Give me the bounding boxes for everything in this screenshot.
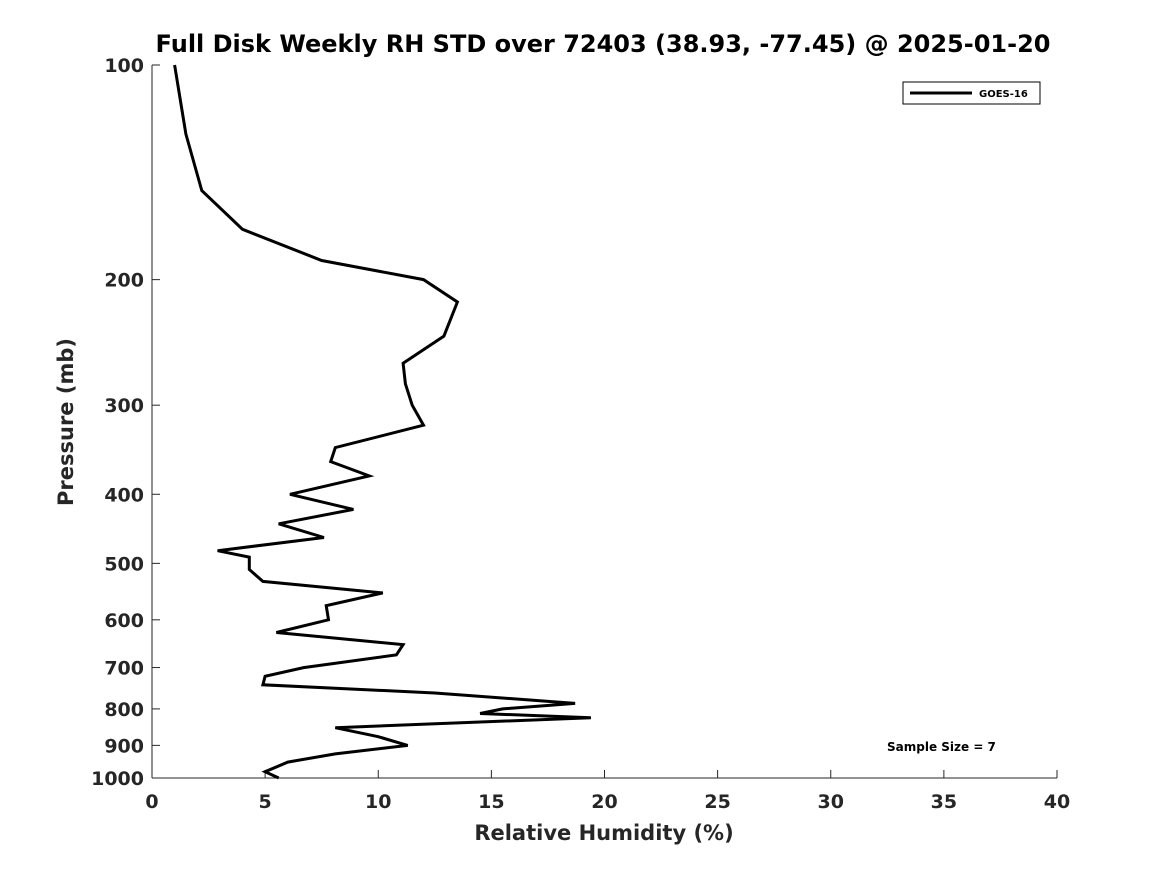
x-tick-label: 0 (145, 791, 158, 813)
plot-area (152, 65, 1057, 778)
y-tick-label: 300 (104, 395, 144, 417)
x-tick-label: 20 (591, 791, 617, 813)
x-tick-label: 5 (259, 791, 272, 813)
legend: GOES-16 (902, 81, 1041, 105)
x-tick-label: 35 (931, 791, 957, 813)
y-tick-label: 1000 (91, 768, 144, 790)
x-tick-label: 15 (478, 791, 504, 813)
x-tick-label: 25 (704, 791, 730, 813)
y-tick-label: 900 (104, 735, 144, 757)
y-tick-label: 100 (104, 55, 144, 77)
series-line-0 (173, 64, 591, 780)
x-tick-label: 30 (818, 791, 844, 813)
legend-label: GOES-16 (979, 89, 1028, 100)
y-tick-label: 700 (104, 658, 144, 680)
chart-title: Full Disk Weekly RH STD over 72403 (38.9… (156, 30, 1051, 58)
y-tick-label: 500 (104, 553, 144, 575)
y-tick-label: 200 (104, 270, 144, 292)
x-axis-ticks: 0 5 10 15 20 25 30 35 40 (145, 770, 1070, 813)
y-tick-label: 400 (104, 484, 144, 506)
y-tick-label: 600 (104, 610, 144, 632)
sample-size-annotation: Sample Size = 7 (887, 740, 996, 754)
x-tick-label: 10 (365, 791, 391, 813)
x-tick-label: 40 (1044, 791, 1070, 813)
y-axis-label: Pressure (mb) (54, 338, 78, 506)
y-axis-ticks: 100 200 300 400 500 600 700 800 900 1000 (91, 55, 160, 790)
x-axis-label: Relative Humidity (%) (474, 821, 733, 845)
y-tick-label: 800 (104, 699, 144, 721)
series-layer (173, 64, 591, 780)
